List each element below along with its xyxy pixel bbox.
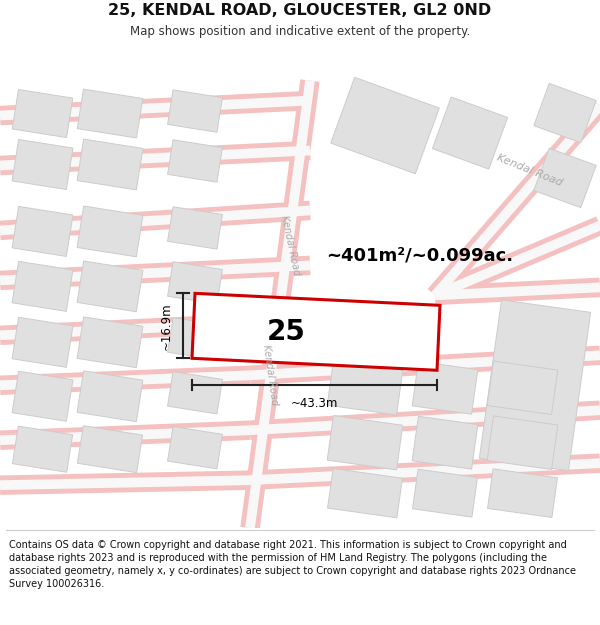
- Polygon shape: [12, 89, 73, 138]
- Text: ~43.3m: ~43.3m: [291, 398, 338, 410]
- Text: Kendal Road: Kendal Road: [279, 214, 301, 276]
- Polygon shape: [487, 361, 558, 414]
- Text: Kendal Road: Kendal Road: [496, 152, 564, 188]
- Polygon shape: [167, 90, 223, 132]
- Text: ~16.9m: ~16.9m: [160, 302, 173, 349]
- Polygon shape: [167, 140, 223, 182]
- Polygon shape: [479, 300, 590, 471]
- Polygon shape: [413, 469, 478, 517]
- Polygon shape: [77, 371, 143, 422]
- Polygon shape: [77, 89, 143, 138]
- Text: Map shows position and indicative extent of the property.: Map shows position and indicative extent…: [130, 25, 470, 38]
- Text: 25, KENDAL ROAD, GLOUCESTER, GL2 0ND: 25, KENDAL ROAD, GLOUCESTER, GL2 0ND: [109, 2, 491, 18]
- Polygon shape: [488, 469, 557, 518]
- Polygon shape: [534, 83, 596, 142]
- Polygon shape: [487, 416, 558, 469]
- Polygon shape: [167, 318, 223, 360]
- Polygon shape: [77, 139, 143, 190]
- Polygon shape: [327, 416, 403, 470]
- Polygon shape: [327, 361, 403, 415]
- Polygon shape: [534, 148, 596, 208]
- Polygon shape: [167, 207, 223, 249]
- Polygon shape: [167, 426, 223, 469]
- Polygon shape: [77, 261, 143, 312]
- Polygon shape: [192, 293, 440, 370]
- Polygon shape: [12, 318, 73, 368]
- Text: Kendal Road: Kendal Road: [261, 344, 279, 406]
- Polygon shape: [412, 361, 478, 414]
- Polygon shape: [433, 97, 508, 169]
- Polygon shape: [77, 426, 143, 472]
- Text: 25: 25: [266, 318, 305, 346]
- Polygon shape: [77, 317, 143, 368]
- Polygon shape: [12, 371, 73, 421]
- Polygon shape: [412, 416, 478, 469]
- Polygon shape: [167, 262, 223, 304]
- Polygon shape: [12, 261, 73, 311]
- Polygon shape: [13, 426, 73, 472]
- Polygon shape: [331, 78, 439, 174]
- Polygon shape: [328, 469, 403, 518]
- Polygon shape: [12, 139, 73, 189]
- Polygon shape: [167, 372, 223, 414]
- Text: ~401m²/~0.099ac.: ~401m²/~0.099ac.: [326, 246, 514, 264]
- Polygon shape: [12, 206, 73, 256]
- Polygon shape: [77, 206, 143, 257]
- Text: Contains OS data © Crown copyright and database right 2021. This information is : Contains OS data © Crown copyright and d…: [9, 540, 576, 589]
